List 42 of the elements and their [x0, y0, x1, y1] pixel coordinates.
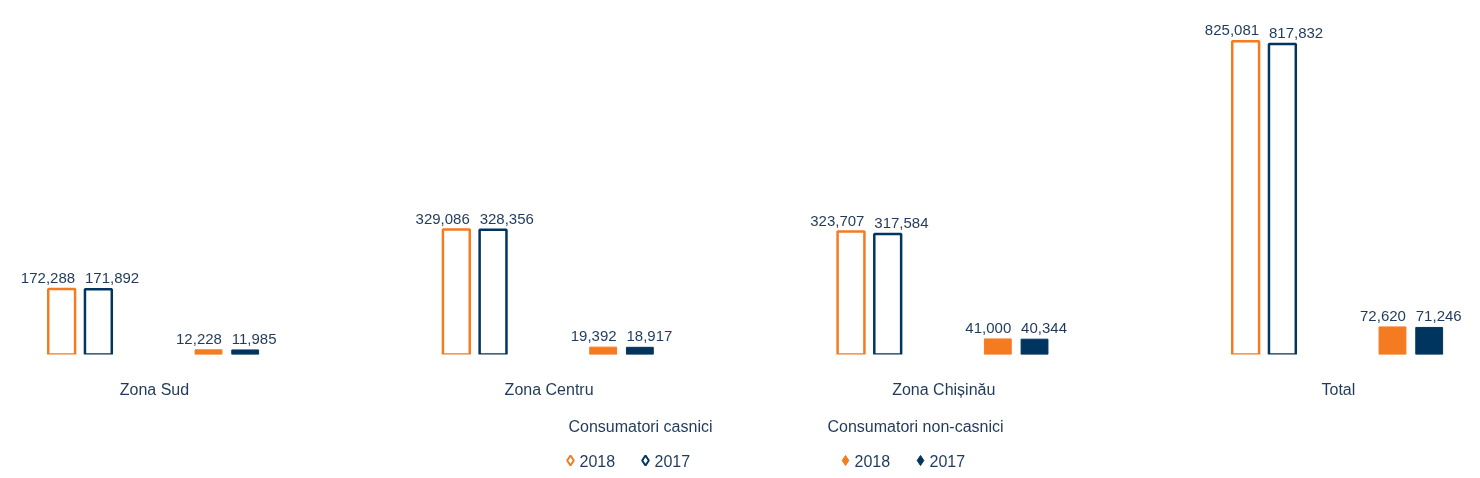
text: Consumatori casnici [568, 418, 713, 435]
data-label: 328,356 [479, 209, 534, 227]
data-label: 171,892 [84, 269, 140, 287]
legend-label: 2017 [929, 452, 966, 470]
bar [441, 228, 472, 355]
bar [873, 232, 903, 355]
data-label: 72,620 [1360, 306, 1406, 324]
bar [1378, 326, 1407, 355]
bar [231, 349, 260, 355]
data-label: 329,086 [415, 209, 470, 227]
data-label: 825,081 [1204, 21, 1260, 39]
bar [1267, 42, 1298, 355]
x-tick-label: Zona Chișinău [892, 380, 996, 398]
legend-label: 2018 [854, 452, 891, 470]
data-label: 41,000 [965, 318, 1012, 336]
bar [1020, 338, 1049, 355]
text: Consumatori non-casnici [827, 418, 1004, 435]
legend-label: 2018 [579, 452, 616, 470]
bar [194, 349, 223, 355]
bar [478, 228, 508, 355]
data-label: 18,917 [626, 327, 673, 345]
data-label: 19,392 [570, 327, 617, 345]
data-label: 172,288 [20, 269, 76, 287]
bar [589, 346, 618, 355]
data-label: 12,228 [176, 329, 222, 347]
x-tick-label: Zona Sud [119, 380, 190, 398]
data-label: 71,246 [1415, 307, 1462, 325]
legend-label: 2017 [654, 452, 691, 470]
bar [47, 287, 77, 355]
data-label: 40,344 [1021, 319, 1067, 337]
x-tick-label: Zona Centru [504, 380, 594, 398]
data-label: 323,707 [810, 211, 865, 229]
bar [83, 287, 114, 355]
data-label: 317,584 [874, 213, 929, 231]
bar [983, 338, 1012, 355]
data-label: 817,832 [1268, 23, 1324, 41]
bar [1415, 326, 1444, 355]
bar [625, 346, 654, 355]
bar [836, 230, 866, 355]
data-label: 11,985 [231, 329, 277, 347]
x-tick-label: Total [1321, 380, 1356, 398]
bar [1231, 39, 1261, 355]
